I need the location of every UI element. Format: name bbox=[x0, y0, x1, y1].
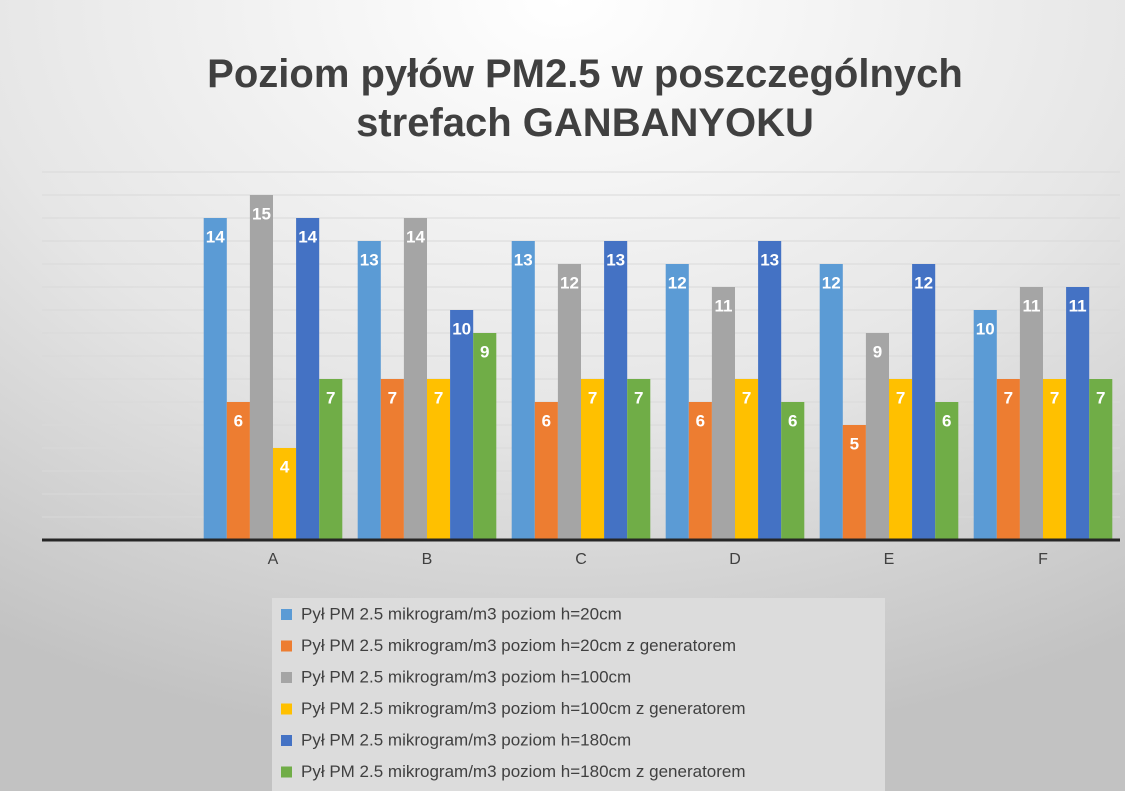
data-label: 6 bbox=[542, 411, 551, 430]
bar bbox=[711, 287, 735, 540]
bar bbox=[226, 402, 250, 540]
legend-label: Pył PM 2.5 mikrogram/m3 poziom h=180cm z… bbox=[301, 762, 746, 781]
legend-label: Pył PM 2.5 mikrogram/m3 poziom h=100cm z… bbox=[301, 699, 746, 718]
legend-label: Pył PM 2.5 mikrogram/m3 poziom h=180cm bbox=[301, 730, 631, 749]
legend-box bbox=[272, 598, 885, 791]
legend: Pył PM 2.5 mikrogram/m3 poziom h=20cm Pył… bbox=[272, 598, 885, 791]
data-label: 6 bbox=[696, 411, 705, 430]
bar bbox=[427, 379, 451, 540]
data-label: 7 bbox=[1096, 388, 1105, 407]
bar bbox=[450, 310, 474, 540]
x-tick-label: C bbox=[575, 551, 587, 568]
bar bbox=[781, 402, 805, 540]
legend-swatch bbox=[281, 640, 292, 652]
data-label: 6 bbox=[942, 411, 951, 430]
bar bbox=[996, 379, 1020, 540]
data-label: 13 bbox=[606, 250, 625, 269]
data-label: 13 bbox=[514, 250, 533, 269]
data-label: 13 bbox=[760, 250, 779, 269]
bar bbox=[557, 264, 581, 540]
bar bbox=[249, 195, 273, 540]
bar bbox=[973, 310, 997, 540]
bar bbox=[273, 448, 297, 540]
data-label: 12 bbox=[914, 273, 933, 292]
legend-label: Pył PM 2.5 mikrogram/m3 poziom h=20cm bbox=[301, 604, 622, 623]
data-label: 12 bbox=[560, 273, 579, 292]
data-label: 9 bbox=[873, 342, 882, 361]
bar bbox=[842, 425, 866, 540]
data-label: 12 bbox=[822, 273, 841, 292]
data-label: 5 bbox=[850, 434, 859, 453]
data-label: 14 bbox=[298, 227, 317, 246]
data-label: 7 bbox=[588, 388, 597, 407]
bar bbox=[889, 379, 913, 540]
bar bbox=[380, 379, 404, 540]
x-tick-label: D bbox=[729, 551, 741, 568]
bar bbox=[403, 218, 427, 540]
legend-swatch bbox=[281, 703, 292, 715]
data-label: 6 bbox=[788, 411, 797, 430]
data-label: 7 bbox=[1004, 388, 1013, 407]
data-label: 14 bbox=[406, 227, 425, 246]
data-label: 12 bbox=[668, 273, 687, 292]
data-label: 15 bbox=[252, 204, 271, 223]
bar bbox=[319, 379, 343, 540]
bar bbox=[758, 241, 782, 540]
bar bbox=[735, 379, 759, 540]
bar bbox=[819, 264, 843, 540]
legend-swatch bbox=[281, 766, 292, 778]
data-label: 13 bbox=[360, 250, 379, 269]
data-label: 7 bbox=[388, 388, 397, 407]
data-label: 10 bbox=[452, 319, 471, 338]
data-label: 9 bbox=[480, 342, 489, 361]
data-label: 10 bbox=[976, 319, 995, 338]
bar bbox=[935, 402, 959, 540]
data-label: 7 bbox=[326, 388, 335, 407]
bar bbox=[604, 241, 628, 540]
bar bbox=[688, 402, 712, 540]
bar bbox=[1089, 379, 1113, 540]
bar bbox=[581, 379, 605, 540]
bar bbox=[473, 333, 497, 540]
data-label: 11 bbox=[1022, 296, 1040, 315]
bar bbox=[357, 241, 381, 540]
legend-swatch bbox=[281, 609, 292, 620]
data-label: 7 bbox=[896, 388, 905, 407]
bar bbox=[511, 241, 535, 540]
bar bbox=[203, 218, 227, 540]
bar bbox=[665, 264, 689, 540]
data-label: 11 bbox=[1069, 296, 1087, 315]
bar bbox=[912, 264, 936, 540]
legend-swatch bbox=[281, 735, 292, 746]
x-tick-label: A bbox=[268, 551, 279, 568]
x-tick-label: B bbox=[422, 551, 433, 568]
bar bbox=[627, 379, 651, 540]
bar bbox=[865, 333, 889, 540]
x-tick-label: E bbox=[884, 551, 895, 568]
bar bbox=[1043, 379, 1067, 540]
data-label: 7 bbox=[634, 388, 643, 407]
bar bbox=[296, 218, 320, 540]
chart-title: Poziom pyłów PM2.5 w poszczególnych stref… bbox=[207, 52, 963, 145]
data-label: 7 bbox=[742, 388, 751, 407]
data-label: 14 bbox=[206, 227, 225, 246]
legend-swatch bbox=[281, 672, 292, 683]
bar bbox=[1066, 287, 1090, 540]
data-label: 4 bbox=[280, 457, 290, 476]
data-label: 6 bbox=[234, 411, 243, 430]
data-label: 7 bbox=[434, 388, 443, 407]
x-tick-label: F bbox=[1038, 551, 1048, 568]
bar bbox=[534, 402, 558, 540]
data-label: 11 bbox=[714, 296, 732, 315]
legend-label: Pył PM 2.5 mikrogram/m3 poziom h=20cm z … bbox=[301, 636, 736, 655]
legend-label: Pył PM 2.5 mikrogram/m3 poziom h=100cm bbox=[301, 667, 631, 686]
bar bbox=[1019, 287, 1043, 540]
data-label: 7 bbox=[1050, 388, 1059, 407]
